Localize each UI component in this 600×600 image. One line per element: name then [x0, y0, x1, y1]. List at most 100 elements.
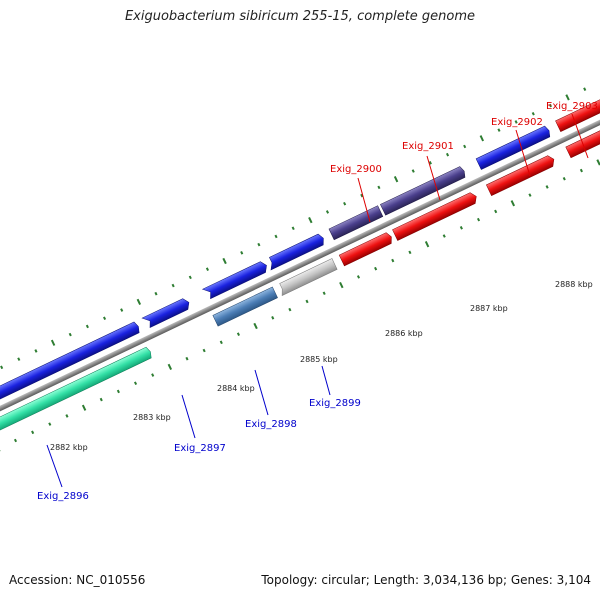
- major-tick: [253, 322, 258, 330]
- genome-backbone: [0, 109, 600, 424]
- major-tick: [479, 135, 485, 142]
- major-tick: [596, 159, 600, 166]
- major-tick: [393, 176, 399, 183]
- major-tick: [510, 200, 516, 207]
- minor-tick: [171, 283, 175, 288]
- major-tick: [308, 216, 313, 224]
- minor-tick: [356, 275, 361, 279]
- minor-tick: [445, 152, 450, 157]
- minor-tick: [120, 308, 124, 312]
- kbp-scale-labels: 2882 kbp 2883 kbp 2884 kbp 2885 kbp 2886…: [50, 280, 593, 452]
- minor-tick: [185, 356, 189, 361]
- leader-line-exig-2899: [321, 365, 331, 396]
- minor-tick: [305, 299, 309, 304]
- gene-arrow-exig-2899[interactable]: [266, 233, 326, 271]
- minor-tick: [188, 275, 192, 280]
- gene-labels: Exig_2896 Exig_2897 Exig_2898 Exig_2899 …: [37, 101, 598, 502]
- minor-tick: [236, 332, 240, 336]
- kbp-label: 2885 kbp: [300, 355, 338, 364]
- major-tick: [222, 257, 227, 265]
- gene-label-exig-2902[interactable]: Exig_2902: [491, 117, 543, 128]
- minor-tick: [528, 193, 532, 197]
- minor-tick: [579, 168, 583, 173]
- minor-tick: [459, 226, 463, 230]
- gene-label-exig-2896[interactable]: Exig_2896: [37, 491, 89, 502]
- major-tick: [167, 363, 173, 371]
- minor-tick: [408, 250, 412, 255]
- minor-tick: [548, 103, 552, 108]
- leader-line-exig-2901: [426, 155, 441, 201]
- minor-tick: [154, 291, 158, 296]
- minor-tick: [411, 169, 415, 173]
- gene-label-exig-2899[interactable]: Exig_2899: [309, 398, 361, 409]
- minor-tick: [428, 161, 432, 165]
- minor-tick: [545, 185, 549, 189]
- leader-line-exig-2900: [357, 177, 371, 223]
- kbp-label: 2887 kbp: [470, 304, 508, 313]
- minor-tick: [240, 251, 244, 255]
- leader-line-exig-2898: [254, 369, 269, 416]
- minor-tick: [514, 120, 518, 124]
- major-tick: [136, 298, 142, 306]
- genome-summary-label: Topology: circular; Length: 3,034,136 bp…: [261, 573, 591, 587]
- minor-tick: [288, 307, 292, 312]
- gene-arrow-exig-2897[interactable]: [141, 297, 191, 329]
- minor-tick: [497, 128, 501, 132]
- map-title: Exiguobacterium sibiricum 255-15, comple…: [124, 9, 476, 24]
- minor-tick: [99, 397, 103, 402]
- gene-arrow-exig-2896[interactable]: [0, 321, 141, 415]
- kbp-label: 2888 kbp: [555, 280, 593, 289]
- major-tick: [0, 445, 1, 452]
- gene-arrow-exig-2903[interactable]: [555, 88, 600, 133]
- major-tick: [424, 241, 430, 248]
- minor-tick: [291, 226, 295, 231]
- minor-tick: [116, 389, 120, 394]
- minor-tick: [271, 316, 275, 320]
- minor-tick: [476, 217, 481, 222]
- minor-tick: [391, 258, 395, 263]
- cds-arrow-steelblue[interactable]: [212, 286, 278, 327]
- minor-tick: [17, 357, 21, 361]
- cds-arrow-red-2[interactable]: [392, 191, 478, 241]
- leader-line-exig-2896: [46, 444, 63, 488]
- gene-label-exig-2898[interactable]: Exig_2898: [245, 419, 297, 430]
- accession-label: Accession: NC_010556: [9, 573, 146, 587]
- minor-tick: [463, 144, 467, 149]
- gene-label-exig-2901[interactable]: Exig_2901: [402, 141, 454, 152]
- minor-tick: [13, 438, 18, 443]
- minor-tick: [343, 201, 347, 206]
- cds-arrow-green[interactable]: [0, 346, 153, 440]
- gene-label-exig-2903[interactable]: Exig_2903: [546, 101, 598, 112]
- gene-label-exig-2900[interactable]: Exig_2900: [330, 164, 382, 175]
- minor-tick: [374, 266, 378, 271]
- gene-arrow-exig-2900[interactable]: [328, 205, 384, 241]
- minor-tick: [151, 373, 155, 377]
- gene-label-exig-2897[interactable]: Exig_2897: [174, 443, 226, 454]
- leader-line-exig-2897: [181, 394, 196, 439]
- minor-tick: [325, 210, 330, 214]
- gene-arrow-exig-2898[interactable]: [201, 260, 270, 300]
- tick-row-outer: [0, 87, 587, 370]
- kbp-label: 2886 kbp: [385, 329, 423, 338]
- gene-arrow-exig-2901[interactable]: [380, 166, 466, 216]
- minor-tick: [0, 365, 4, 370]
- leader-line-exig-2903: [571, 113, 589, 159]
- minor-tick: [31, 430, 35, 435]
- minor-tick: [274, 234, 278, 239]
- minor-tick: [377, 185, 381, 190]
- minor-tick: [205, 267, 209, 271]
- gene-arrow-exig-2902[interactable]: [475, 125, 552, 170]
- minor-tick: [257, 242, 261, 247]
- kbp-label: 2882 kbp: [50, 443, 88, 452]
- cds-arrow-gray[interactable]: [277, 258, 338, 297]
- cds-arrow-red-3[interactable]: [485, 154, 556, 197]
- minor-tick: [68, 332, 72, 337]
- gene-leader-lines: [46, 113, 589, 488]
- minor-tick: [85, 324, 89, 329]
- minor-tick: [442, 234, 446, 238]
- minor-tick: [48, 422, 52, 426]
- minor-tick: [102, 316, 107, 321]
- minor-tick: [531, 111, 535, 116]
- cds-arrow-red-1[interactable]: [338, 231, 394, 267]
- minor-tick: [219, 340, 223, 345]
